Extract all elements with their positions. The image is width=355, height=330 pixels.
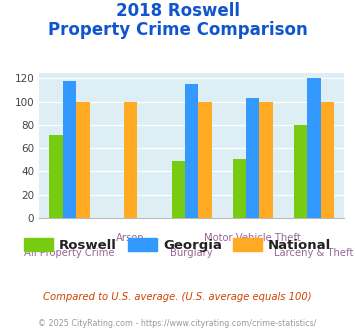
Bar	[294, 125, 307, 218]
Bar	[198, 102, 212, 218]
Bar	[233, 158, 246, 218]
Legend: Roswell, Georgia, National: Roswell, Georgia, National	[18, 233, 337, 257]
Text: Burglary: Burglary	[170, 248, 213, 258]
Text: Motor Vehicle Theft: Motor Vehicle Theft	[204, 233, 301, 243]
Bar	[246, 98, 260, 218]
Text: 2018 Roswell: 2018 Roswell	[115, 2, 240, 20]
Text: Larceny & Theft: Larceny & Theft	[274, 248, 354, 258]
Bar	[76, 102, 90, 218]
Text: Property Crime Comparison: Property Crime Comparison	[48, 21, 307, 40]
Bar	[124, 102, 137, 218]
Bar	[185, 84, 198, 218]
Bar	[63, 81, 76, 218]
Bar	[49, 135, 63, 218]
Bar	[260, 102, 273, 218]
Bar	[307, 79, 321, 218]
Text: © 2025 CityRating.com - https://www.cityrating.com/crime-statistics/: © 2025 CityRating.com - https://www.city…	[38, 319, 317, 328]
Text: Arson: Arson	[116, 233, 145, 243]
Bar	[171, 161, 185, 218]
Text: Compared to U.S. average. (U.S. average equals 100): Compared to U.S. average. (U.S. average …	[43, 292, 312, 302]
Bar	[321, 102, 334, 218]
Text: All Property Crime: All Property Crime	[24, 248, 115, 258]
